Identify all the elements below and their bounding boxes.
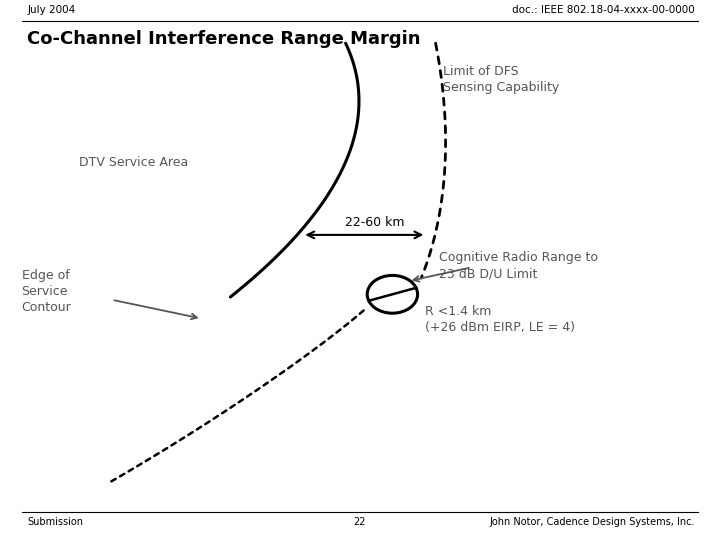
Text: Cognitive Radio Range to
23 dB D/U Limit: Cognitive Radio Range to 23 dB D/U Limit [439,251,598,280]
Text: R <1.4 km
(+26 dBm EIRP, LE = 4): R <1.4 km (+26 dBm EIRP, LE = 4) [425,305,575,334]
Text: DTV Service Area: DTV Service Area [79,156,189,168]
Text: doc.: IEEE 802.18-04-xxxx-00-0000: doc.: IEEE 802.18-04-xxxx-00-0000 [512,5,695,15]
Text: 22: 22 [354,517,366,528]
Text: Submission: Submission [27,517,84,528]
Text: Edge of
Service
Contour: Edge of Service Contour [22,269,71,314]
Text: John Notor, Cadence Design Systems, Inc.: John Notor, Cadence Design Systems, Inc. [490,517,695,528]
Text: Co-Channel Interference Range Margin: Co-Channel Interference Range Margin [27,30,421,48]
Text: Limit of DFS
Sensing Capability: Limit of DFS Sensing Capability [443,65,559,94]
Text: 22-60 km: 22-60 km [346,217,405,230]
Text: July 2004: July 2004 [27,5,76,15]
